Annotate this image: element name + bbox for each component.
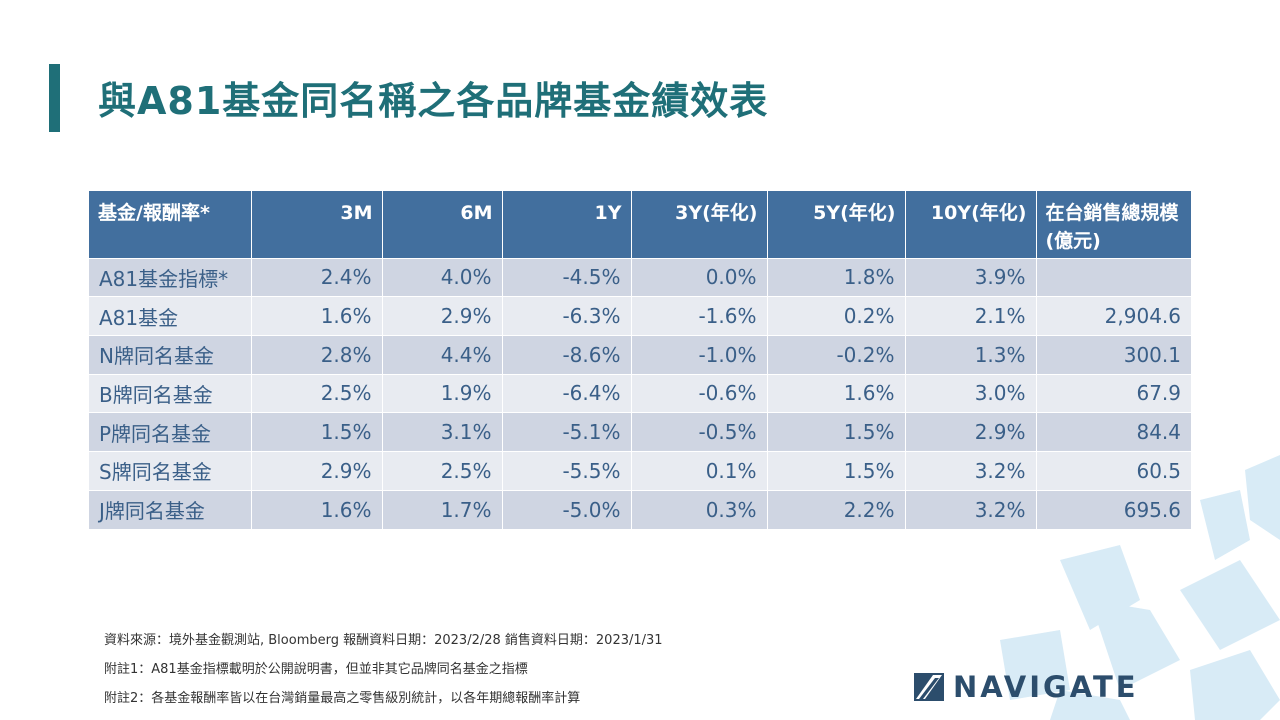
column-header: 在台銷售總規模(億元) (1036, 191, 1191, 258)
value-cell: -5.0% (502, 489, 632, 529)
table-row: A81基金 1.6% 2.9% -6.3% -1.6% 0.2% 2.1% 2,904.6 (89, 296, 1191, 336)
value-cell: 1.6% (251, 489, 383, 529)
value-cell: 2.1% (905, 296, 1037, 336)
fund-name-cell: A81基金指標* (89, 257, 252, 297)
value-cell: 2.4% (251, 257, 383, 297)
value-cell: 1.8% (767, 257, 906, 297)
table-row: S牌同名基金 2.9% 2.5% -5.5% 0.1% 1.5% 3.2% 60.5 (89, 450, 1191, 491)
column-header: 10Y(年化) (905, 191, 1037, 258)
performance-table: 基金/報酬率* 3M 6M 1Y 3Y(年化) 5Y(年化) 10Y(年化) 在台銷售總規模(… (89, 191, 1191, 529)
value-cell: 3.0% (905, 373, 1037, 413)
column-header: 3Y(年化) (631, 191, 768, 258)
value-cell: 1.6% (251, 296, 383, 336)
navigate-logo-icon (914, 673, 944, 701)
value-cell: 3.2% (905, 489, 1037, 529)
value-cell: -5.5% (502, 450, 632, 491)
logo-text: NAVIGATE (953, 670, 1139, 704)
value-cell: 1.3% (905, 334, 1037, 375)
value-cell: -6.4% (502, 373, 632, 413)
title-accent-bar (49, 64, 60, 132)
value-cell: 3.9% (905, 257, 1037, 297)
source-note: 資料來源：境外基金觀測站, Bloomberg 報酬資料日期：2023/2/28… (104, 633, 663, 648)
value-cell: 1.5% (251, 412, 383, 452)
table-row: P牌同名基金 1.5% 3.1% -5.1% -0.5% 1.5% 2.9% 84.4 (89, 412, 1191, 452)
value-cell: -1.6% (631, 296, 768, 336)
value-cell: -0.2% (767, 334, 906, 375)
navigate-logo: NAVIGATE (913, 668, 1139, 706)
value-cell: -0.5% (631, 412, 768, 452)
value-cell: 3.2% (905, 450, 1037, 491)
column-header: 基金/報酬率* (89, 191, 252, 258)
fund-name-cell: P牌同名基金 (89, 412, 252, 452)
value-cell: 67.9 (1036, 373, 1191, 413)
fund-name-cell: N牌同名基金 (89, 334, 252, 375)
value-cell: 2.9% (251, 450, 383, 491)
value-cell: 2.9% (382, 296, 503, 336)
value-cell: 2.2% (767, 489, 906, 529)
value-cell: 60.5 (1036, 450, 1191, 491)
value-cell: 0.3% (631, 489, 768, 529)
table-row: J牌同名基金 1.6% 1.7% -5.0% 0.3% 2.2% 3.2% 695.6 (89, 489, 1191, 529)
value-cell: 1.5% (767, 450, 906, 491)
value-cell: -0.6% (631, 373, 768, 413)
value-cell: 1.5% (767, 412, 906, 452)
value-cell: 84.4 (1036, 412, 1191, 452)
value-cell: 4.0% (382, 257, 503, 297)
value-cell: 0.2% (767, 296, 906, 336)
table-body: A81基金指標* 2.4% 4.0% -4.5% 0.0% 1.8% 3.9% A81基金 1.… (89, 257, 1191, 529)
fund-name-cell: A81基金 (89, 296, 252, 336)
footnotes: 資料來源：境外基金觀測站, Bloomberg 報酬資料日期：2023/2/28… (104, 626, 663, 713)
footnote-1: 附註1：A81基金指標載明於公開說明書，但並非其它品牌同名基金之指標 (104, 662, 528, 677)
value-cell: -8.6% (502, 334, 632, 375)
fund-name-cell: J牌同名基金 (89, 489, 252, 529)
column-header: 1Y (502, 191, 632, 258)
value-cell: 3.1% (382, 412, 503, 452)
footnote-2: 附註2：各基金報酬率皆以在台灣銷量最高之零售級別統計，以各年期總報酬率計算 (104, 691, 581, 706)
value-cell: 4.4% (382, 334, 503, 375)
value-cell: -1.0% (631, 334, 768, 375)
table-row: A81基金指標* 2.4% 4.0% -4.5% 0.0% 1.8% 3.9% (89, 257, 1191, 297)
value-cell: 2.8% (251, 334, 383, 375)
value-cell: -5.1% (502, 412, 632, 452)
value-cell (1036, 257, 1191, 297)
page-title: 與A81基金同名稱之各品牌基金績效表 (98, 79, 769, 123)
value-cell: 2.5% (251, 373, 383, 413)
value-cell: 695.6 (1036, 489, 1191, 529)
value-cell: 1.9% (382, 373, 503, 413)
column-header: 5Y(年化) (767, 191, 906, 258)
value-cell: 0.1% (631, 450, 768, 491)
value-cell: 2,904.6 (1036, 296, 1191, 336)
value-cell: 1.7% (382, 489, 503, 529)
value-cell: 300.1 (1036, 334, 1191, 375)
table-header-row: 基金/報酬率* 3M 6M 1Y 3Y(年化) 5Y(年化) 10Y(年化) 在台銷售總規模(… (89, 191, 1191, 258)
fund-name-cell: S牌同名基金 (89, 450, 252, 491)
value-cell: -4.5% (502, 257, 632, 297)
column-header: 6M (382, 191, 503, 258)
table-row: N牌同名基金 2.8% 4.4% -8.6% -1.0% -0.2% 1.3% 300.1 (89, 334, 1191, 375)
table-row: B牌同名基金 2.5% 1.9% -6.4% -0.6% 1.6% 3.0% 67.9 (89, 373, 1191, 413)
value-cell: 2.9% (905, 412, 1037, 452)
column-header: 3M (251, 191, 383, 258)
value-cell: 2.5% (382, 450, 503, 491)
fund-name-cell: B牌同名基金 (89, 373, 252, 413)
value-cell: -6.3% (502, 296, 632, 336)
value-cell: 1.6% (767, 373, 906, 413)
value-cell: 0.0% (631, 257, 768, 297)
